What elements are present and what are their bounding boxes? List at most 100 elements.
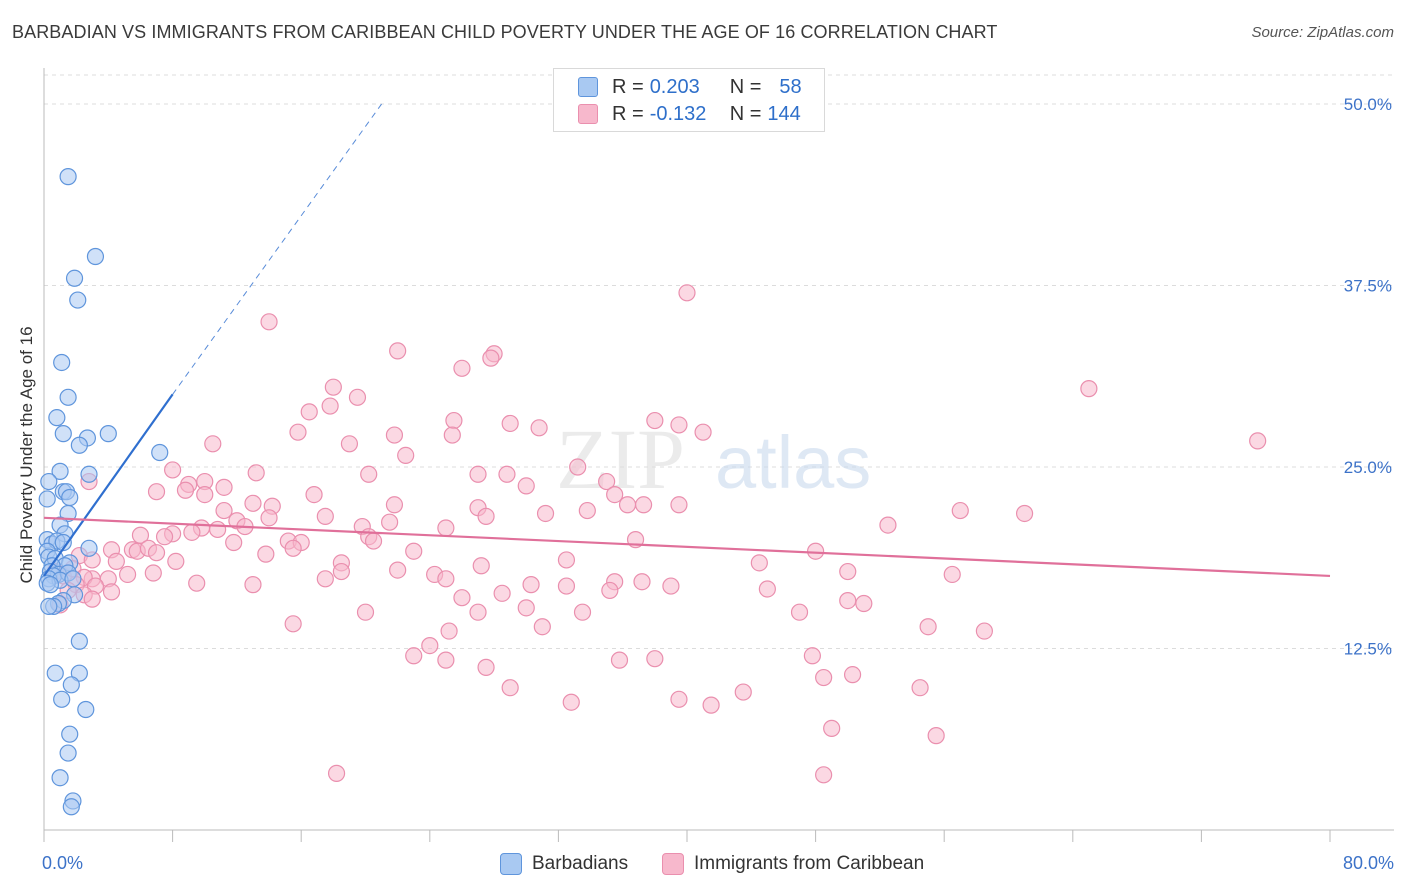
caribbean-point (517, 477, 535, 495)
source-label: Source: ZipAtlas.com (1251, 24, 1394, 41)
barbadian-point (48, 409, 66, 427)
barbadian-point (59, 744, 77, 762)
caribbean-point (522, 576, 540, 594)
data-points (38, 168, 1267, 816)
barbadian-point (80, 465, 98, 483)
legend-r-label: R = (612, 75, 644, 98)
caribbean-point (421, 637, 439, 655)
barbadian-point (70, 664, 88, 682)
caribbean-point (389, 342, 407, 360)
caribbean-point (437, 570, 455, 588)
legend-n-label: N = (729, 102, 762, 125)
barbadian-point (53, 353, 71, 372)
caribbean-point (815, 766, 833, 784)
barbadian-point (62, 798, 80, 816)
barbadian-point (61, 725, 79, 743)
caribbean-point (316, 570, 334, 588)
caribbean-point (102, 583, 121, 601)
y-tick-label: 25.0% (1344, 458, 1392, 477)
barbadian-point (54, 425, 72, 443)
barbadian-point (70, 436, 88, 454)
caribbean-point (147, 544, 166, 562)
caribbean-point (557, 551, 576, 569)
barbadian-point (99, 425, 117, 443)
caribbean-point (610, 651, 629, 669)
caribbean-point (405, 542, 423, 560)
caribbean-point (364, 532, 383, 550)
caribbean-point (445, 411, 463, 430)
caribbean-point (951, 501, 969, 520)
caribbean-point (247, 464, 265, 482)
caribbean-point (469, 465, 487, 483)
barbadian-point (65, 269, 84, 287)
tick-labels: 12.5% 25.0% 37.5% 50.0% 0.0% 80.0% (42, 95, 1394, 873)
caribbean-point (634, 496, 653, 514)
barbadian-point (59, 388, 77, 406)
series-swatch-caribbean (662, 853, 684, 875)
caribbean-point (618, 496, 637, 514)
caribbean-point (569, 458, 587, 476)
caribbean-point (702, 696, 720, 714)
barbadian-point (59, 504, 77, 523)
caribbean-point (919, 618, 937, 636)
caribbean-point (803, 647, 821, 665)
caribbean-point (196, 486, 214, 504)
caribbean-point (670, 690, 688, 708)
caribbean-point (437, 651, 455, 669)
y-axis-label: Child Poverty Under the Age of 16 (17, 326, 36, 584)
caribbean-point (501, 679, 519, 697)
caribbean-point (284, 615, 302, 633)
caribbean-point (839, 562, 857, 581)
caribbean-point (188, 574, 206, 592)
caribbean-point (215, 478, 233, 496)
caribbean-point (204, 435, 222, 453)
caribbean-point (305, 486, 323, 504)
legend-r-label: R = (612, 102, 644, 125)
legend-swatch-barbadians (578, 77, 598, 97)
caribbean-point (225, 533, 243, 552)
caribbean-point (260, 313, 278, 331)
caribbean-point (340, 435, 359, 453)
correlation-legend: R = 0.203 N = 58 R = -0.132 N = 144 (553, 68, 825, 132)
caribbean-point (501, 414, 519, 433)
caribbean-point (533, 618, 551, 636)
barbadian-point (59, 168, 77, 186)
caribbean-point (790, 603, 809, 621)
legend-n-value: 144 (767, 102, 801, 125)
barbadian-point (62, 676, 80, 694)
series-legend-caribbean: Immigrants from Caribbean (662, 852, 924, 876)
caribbean-point (167, 552, 185, 570)
caribbean-point (911, 679, 929, 697)
caribbean-point (498, 465, 516, 483)
caribbean-point (943, 565, 961, 584)
chart-title: BARBADIAN VS IMMIGRANTS FROM CARIBBEAN C… (12, 22, 998, 42)
caribbean-point (734, 683, 752, 701)
caribbean-point (855, 594, 873, 613)
caribbean-point (662, 577, 680, 595)
caribbean-point (385, 426, 404, 444)
caribbean-point (1080, 380, 1098, 398)
x-tick-label: 80.0% (1343, 853, 1394, 873)
caribbean-point (839, 591, 857, 610)
barbadian-point (61, 488, 79, 507)
barbadian-point (38, 490, 56, 508)
barbadian-point (40, 472, 58, 491)
caribbean-point (176, 481, 195, 499)
grid-lines (44, 74, 1394, 650)
caribbean-point (144, 564, 162, 582)
caribbean-point (443, 426, 461, 444)
barbadian-point (64, 570, 82, 588)
legend-row-barbadians: R = 0.203 N = 58 (578, 75, 802, 99)
caribbean-point (670, 416, 688, 434)
legend-r-value: 0.203 (649, 75, 700, 98)
barbadian-point (40, 597, 58, 616)
caribbean-point (215, 501, 233, 520)
caribbean-point (257, 545, 275, 563)
caribbean-point (815, 668, 833, 687)
caribbean-point (806, 542, 825, 560)
caribbean-point (530, 419, 548, 437)
caribbean-point (975, 622, 993, 640)
caribbean-point (477, 507, 495, 525)
series-name-caribbean: Immigrants from Caribbean (694, 853, 925, 874)
